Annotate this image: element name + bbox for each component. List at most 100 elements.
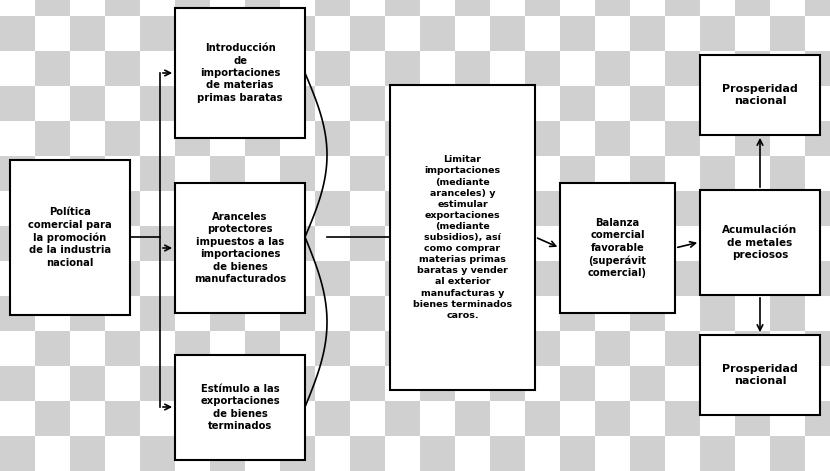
- Bar: [210, 436, 245, 471]
- Bar: [700, 16, 735, 51]
- Bar: [595, 121, 630, 156]
- Bar: [455, 121, 490, 156]
- Bar: [245, 0, 280, 16]
- Bar: [490, 296, 525, 331]
- Bar: [35, 0, 70, 16]
- Bar: [35, 401, 70, 436]
- Bar: [315, 191, 350, 226]
- Bar: [35, 121, 70, 156]
- Bar: [0, 366, 35, 401]
- Bar: [175, 261, 210, 296]
- Bar: [770, 296, 805, 331]
- Bar: [105, 51, 140, 86]
- FancyBboxPatch shape: [175, 183, 305, 313]
- Bar: [385, 331, 420, 366]
- Bar: [105, 0, 140, 16]
- Bar: [805, 121, 830, 156]
- Bar: [175, 51, 210, 86]
- Bar: [350, 296, 385, 331]
- Bar: [455, 261, 490, 296]
- Bar: [280, 156, 315, 191]
- Bar: [315, 401, 350, 436]
- Bar: [105, 401, 140, 436]
- Bar: [560, 156, 595, 191]
- Bar: [630, 226, 665, 261]
- Bar: [735, 401, 770, 436]
- Bar: [700, 156, 735, 191]
- Bar: [630, 366, 665, 401]
- Bar: [770, 86, 805, 121]
- Bar: [70, 156, 105, 191]
- Bar: [315, 121, 350, 156]
- Bar: [420, 86, 455, 121]
- Bar: [315, 331, 350, 366]
- Bar: [700, 296, 735, 331]
- Bar: [70, 436, 105, 471]
- Bar: [0, 436, 35, 471]
- FancyBboxPatch shape: [700, 190, 820, 295]
- Bar: [0, 16, 35, 51]
- Bar: [140, 16, 175, 51]
- Bar: [70, 366, 105, 401]
- FancyBboxPatch shape: [10, 160, 130, 315]
- Bar: [560, 436, 595, 471]
- Bar: [315, 261, 350, 296]
- FancyBboxPatch shape: [700, 335, 820, 415]
- FancyBboxPatch shape: [175, 8, 305, 138]
- Bar: [315, 0, 350, 16]
- Bar: [70, 296, 105, 331]
- Bar: [35, 331, 70, 366]
- Bar: [210, 156, 245, 191]
- Bar: [735, 261, 770, 296]
- Bar: [245, 261, 280, 296]
- Bar: [0, 86, 35, 121]
- Bar: [385, 191, 420, 226]
- Bar: [805, 191, 830, 226]
- Bar: [490, 156, 525, 191]
- Bar: [735, 121, 770, 156]
- Bar: [420, 156, 455, 191]
- Bar: [210, 226, 245, 261]
- Bar: [700, 86, 735, 121]
- Bar: [525, 261, 560, 296]
- Bar: [175, 121, 210, 156]
- Bar: [245, 331, 280, 366]
- Bar: [455, 331, 490, 366]
- Bar: [595, 401, 630, 436]
- Bar: [770, 366, 805, 401]
- Text: Aranceles
protectores
impuestos a las
importaciones
de bienes
manufacturados: Aranceles protectores impuestos a las im…: [194, 212, 286, 284]
- Bar: [350, 366, 385, 401]
- Bar: [665, 331, 700, 366]
- Bar: [735, 331, 770, 366]
- Bar: [420, 296, 455, 331]
- Bar: [140, 366, 175, 401]
- Bar: [525, 51, 560, 86]
- Bar: [665, 401, 700, 436]
- Bar: [805, 401, 830, 436]
- Bar: [385, 121, 420, 156]
- Bar: [700, 436, 735, 471]
- Bar: [420, 226, 455, 261]
- Bar: [140, 156, 175, 191]
- Bar: [805, 0, 830, 16]
- Bar: [0, 226, 35, 261]
- Bar: [595, 51, 630, 86]
- Bar: [35, 261, 70, 296]
- Bar: [560, 366, 595, 401]
- Bar: [630, 436, 665, 471]
- Bar: [595, 261, 630, 296]
- Bar: [175, 331, 210, 366]
- Bar: [805, 261, 830, 296]
- Bar: [245, 191, 280, 226]
- Bar: [525, 191, 560, 226]
- Bar: [420, 16, 455, 51]
- Bar: [245, 401, 280, 436]
- Bar: [210, 296, 245, 331]
- Bar: [665, 121, 700, 156]
- Bar: [175, 0, 210, 16]
- Bar: [665, 191, 700, 226]
- Bar: [385, 51, 420, 86]
- Bar: [560, 226, 595, 261]
- Bar: [630, 16, 665, 51]
- Bar: [105, 331, 140, 366]
